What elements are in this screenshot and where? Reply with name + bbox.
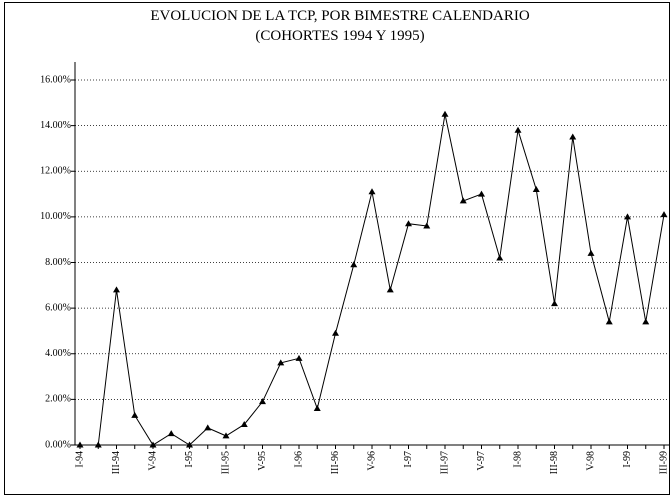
x-tick-label: III-98 [549,451,560,474]
x-tick-label: III-95 [220,451,231,474]
marker [222,432,230,439]
marker [514,126,522,133]
marker [423,222,431,229]
y-tick-label: 10.00% [40,211,71,222]
marker [551,300,558,307]
y-tick-label: 14.00% [40,120,71,131]
x-tick-label: V-97 [476,451,487,471]
marker [496,254,504,261]
marker [94,441,102,448]
x-tick-label: III-94 [111,451,122,474]
marker [624,213,631,220]
x-tick-label: I-94 [74,451,85,468]
x-tick-label: III-97 [439,451,450,474]
marker [240,420,248,427]
marker [441,110,449,117]
line-series [80,114,665,446]
y-tick-label: 2.00% [45,394,71,405]
marker [459,197,467,204]
y-tick-label: 12.00% [40,166,71,177]
chart-frame [4,2,670,495]
marker [313,405,321,411]
marker [605,318,613,325]
marker [587,249,595,256]
x-tick-label: V-98 [585,451,596,471]
marker [186,441,193,448]
chart-title: EVOLUCION DE LA TCP, POR BIMESTRE CALEND… [150,8,529,24]
y-tick-label: 4.00% [45,348,71,359]
marker [368,188,376,195]
x-tick-label: V-94 [147,451,158,471]
marker [113,286,120,293]
marker [386,286,394,293]
x-tick-label: I-98 [512,451,523,468]
x-tick-label: I-95 [184,451,195,468]
y-tick-label: 6.00% [45,302,71,313]
y-tick-label: 16.00% [40,74,71,85]
x-tick-label: I-96 [293,451,304,468]
chart-subtitle: (COHORTES 1994 Y 1995) [255,28,424,44]
y-tick-label: 8.00% [45,257,71,268]
x-tick-label: I-99 [622,451,633,468]
marker [76,441,84,448]
marker [660,211,668,218]
marker [277,359,285,366]
marker [131,411,139,418]
marker [405,220,412,227]
x-tick-label: V-95 [257,451,268,471]
marker [295,354,303,361]
marker [149,441,157,448]
x-tick-label: I-97 [403,451,414,468]
marker [532,186,540,192]
marker [259,398,266,405]
marker [478,190,485,197]
marker [350,261,358,268]
x-tick-label: III-96 [330,451,341,474]
marker [332,329,339,336]
marker [569,133,577,140]
y-tick-label: 0.00% [45,439,71,450]
marker [204,424,212,431]
marker [167,430,175,437]
x-tick-label: V-96 [366,451,377,471]
marker [642,318,650,325]
x-tick-label: III-99 [658,451,669,474]
